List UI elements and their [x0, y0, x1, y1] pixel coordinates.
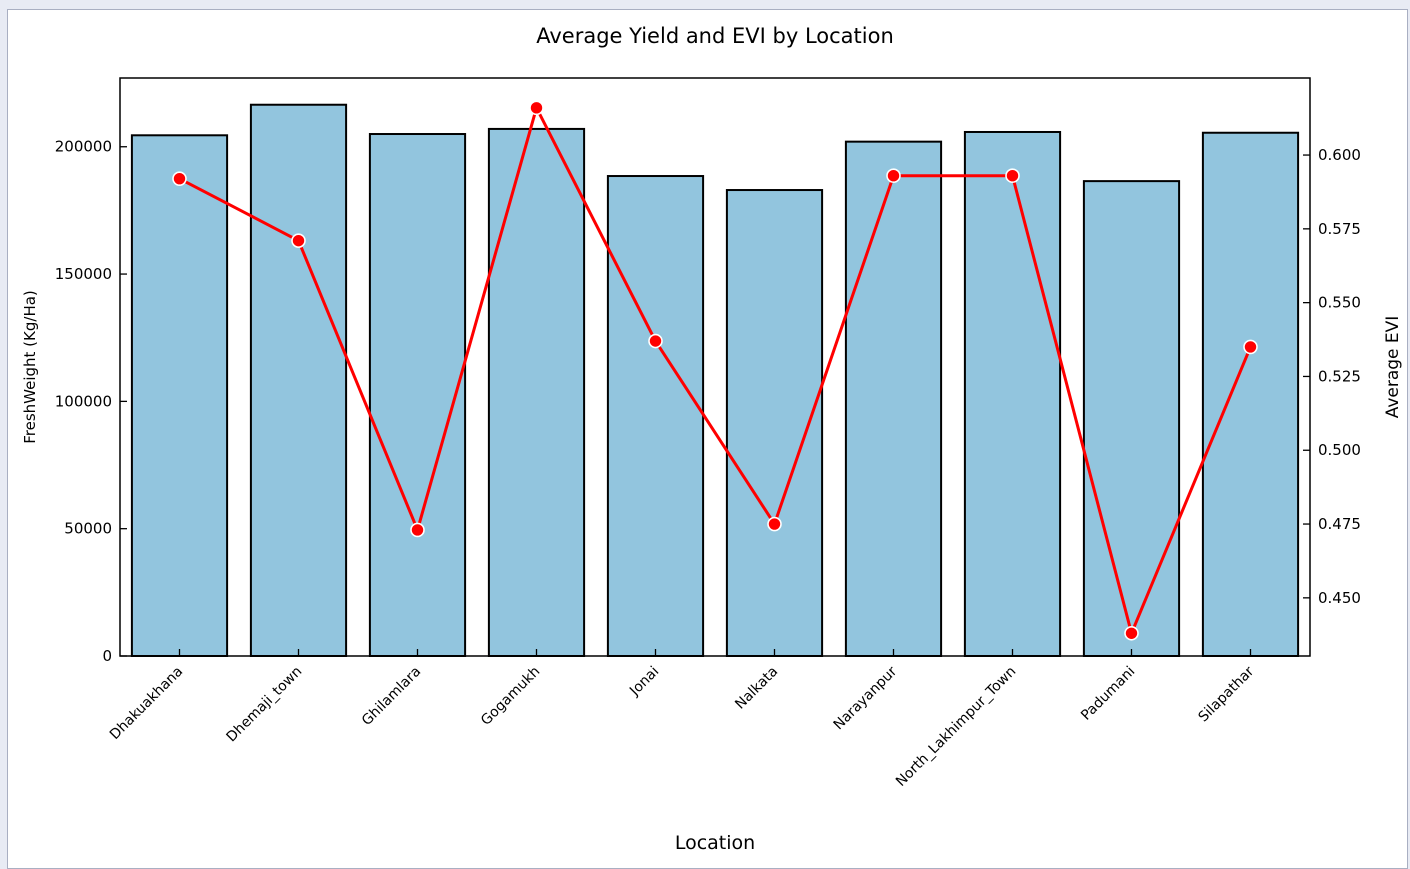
x-tick-label-gogamukh: Gogamukh	[478, 664, 543, 729]
y-tick-label: 150000	[55, 265, 112, 283]
evi-point-silapathar	[1243, 339, 1258, 355]
plot-area-frame	[119, 77, 1311, 657]
evi-point-padumani	[1124, 625, 1139, 641]
x-tick-label-dhakuakhana: Dhakuakhana	[107, 664, 186, 743]
evi-point-gogamukh	[529, 100, 544, 116]
bar-gogamukh	[487, 127, 586, 657]
bar-dhemaji-town	[249, 103, 348, 658]
evi-point-dhakuakhana	[172, 171, 187, 186]
y2-tick-label: 0.550	[1318, 294, 1361, 312]
y2-tick-label: 0.525	[1318, 367, 1361, 385]
y2-tick-label: 0.475	[1318, 515, 1361, 533]
evi-point-jonai	[648, 333, 663, 349]
x-tick-label-padumani: Padumani	[1078, 664, 1138, 724]
y2-tick-label: 0.575	[1318, 220, 1361, 238]
x-axis-label: Location	[675, 832, 755, 854]
y-axis-label: FreshWeight (Kg/Ha)	[21, 290, 39, 444]
bar-padumani	[1082, 180, 1181, 657]
x-tick-label-north-lakhimpur-town: North_Lakhimpur_Town	[893, 664, 1019, 790]
y2-tick-label: 0.500	[1318, 441, 1361, 459]
x-tick-label-ghilamlara: Ghilamlara	[359, 664, 424, 729]
x-tick-label-silapathar: Silapathar	[1196, 663, 1258, 725]
y2-axis-label: Average EVI	[1383, 316, 1403, 419]
evi-point-narayanpur	[886, 168, 901, 184]
evi-point-north-lakhimpur-town	[1005, 168, 1020, 184]
bar-narayanpur	[844, 140, 943, 658]
chart-title: Average Yield and EVI by Location	[536, 24, 894, 48]
y-tick-label: 200000	[55, 138, 112, 156]
x-tick-label-jonai: Jonai	[626, 664, 662, 700]
x-tick-label-narayanpur: Narayanpur	[831, 663, 901, 733]
evi-point-ghilamlara	[410, 522, 425, 538]
y-tick-label: 0	[102, 647, 112, 665]
evi-point-nalkata	[767, 516, 782, 532]
y2-tick-label: 0.450	[1318, 589, 1361, 607]
right-y-axis: 0.450 0.475 0.500 0.525 0.550 0.575 0.600	[1303, 146, 1361, 607]
bar-north-lakhimpur-town	[963, 130, 1062, 658]
y2-tick-label: 0.600	[1318, 146, 1361, 164]
bar-ghilamlara	[368, 133, 467, 657]
bar-dhakuakhana	[130, 134, 229, 657]
y-tick-label: 50000	[64, 520, 112, 538]
bars-layer	[130, 103, 1300, 658]
bar-silapathar	[1201, 131, 1300, 657]
x-axis: Dhakuakhana Dhemaji_town Ghilamlara Gogamuk…	[107, 649, 1258, 790]
bar-nalkata	[725, 189, 824, 657]
evi-point-dhemaji-town	[291, 233, 306, 248]
evi-line-layer	[172, 100, 1258, 641]
x-tick-label-nalkata: Nalkata	[732, 664, 781, 713]
y-tick-label: 100000	[55, 392, 112, 410]
left-y-axis: 0 50000 100000 150000 200000	[55, 138, 127, 665]
bar-jonai	[606, 175, 705, 658]
evi-line	[178, 106, 1252, 635]
x-tick-label-dhemaji-town: Dhemaji_town	[224, 664, 306, 746]
